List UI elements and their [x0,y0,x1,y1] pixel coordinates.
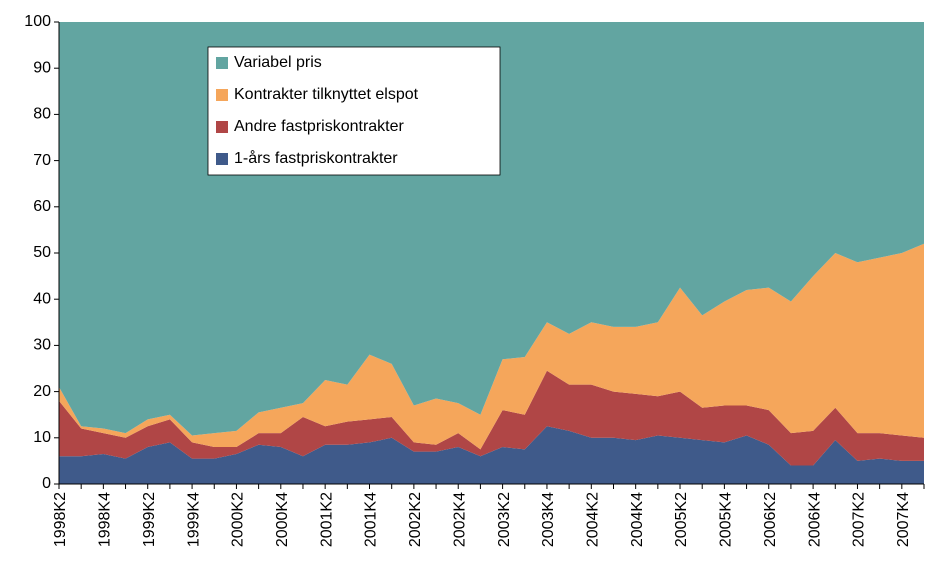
y-tick-label: 10 [33,429,51,446]
y-tick-label: 40 [33,290,51,307]
x-tick-label: 1999K2 [141,492,158,547]
legend-swatch [216,121,228,133]
area [59,426,924,484]
legend-label: Kontrakter tilknyttet elspot [234,86,419,103]
legend-swatch [216,89,228,101]
x-tick-label: 2001K4 [363,492,380,547]
x-tick-label: 2000K2 [230,492,247,547]
area [59,243,924,450]
y-tick-label: 70 [33,152,51,169]
x-tick-label: 2002K4 [451,492,468,547]
x-tick-label: 1998K2 [52,492,69,547]
legend-label: Variabel pris [234,54,322,71]
x-tick-label: 2003K2 [496,492,513,547]
y-tick-label: 90 [33,59,51,76]
legend-label: 1-års fastpriskontrakter [234,149,398,167]
legend-box [207,46,501,176]
x-tick-label: 2006K2 [762,492,779,547]
legend-label: Andre fastpriskontrakter [234,118,405,135]
y-tick-label: 60 [33,198,51,215]
x-tick-label: 2002K2 [407,492,424,547]
x-tick-label: 2001K2 [318,492,335,547]
y-tick-label: 30 [33,337,51,354]
legend-swatch [216,153,228,165]
x-tick-label: 2004K4 [629,492,646,547]
x-tick-label: 1998K4 [97,492,114,547]
x-tick-label: 2007K2 [851,492,868,547]
x-tick-label: 2003K4 [540,492,557,547]
x-tick-label: 2007K4 [895,492,912,547]
x-tick-label: 1999K4 [185,492,202,547]
x-tick-label: 2004K2 [585,492,602,547]
y-tick-label: 50 [33,244,51,261]
area [59,370,924,466]
x-tick-label: 2006K4 [806,492,823,547]
legend-swatch [216,57,228,69]
x-tick-label: 2005K4 [718,492,735,547]
y-tick-label: 80 [33,106,51,123]
y-tick-label: 100 [24,13,51,30]
y-tick-label: 20 [33,383,51,400]
x-tick-label: 2005K2 [673,492,690,547]
y-tick-label: 0 [42,475,51,492]
x-tick-label: 2000K4 [274,492,291,547]
